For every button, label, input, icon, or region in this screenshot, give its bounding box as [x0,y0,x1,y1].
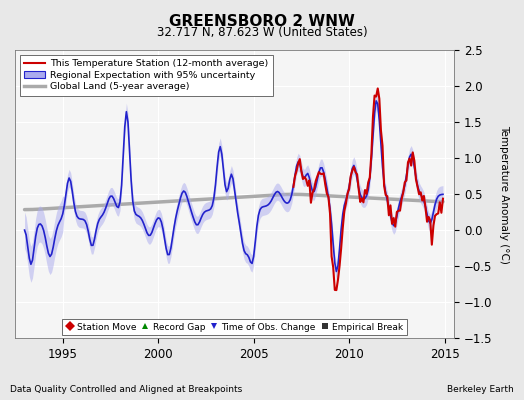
Y-axis label: Temperature Anomaly (°C): Temperature Anomaly (°C) [499,125,509,264]
Text: Berkeley Earth: Berkeley Earth [447,385,514,394]
Legend: Station Move, Record Gap, Time of Obs. Change, Empirical Break: Station Move, Record Gap, Time of Obs. C… [62,319,407,335]
Text: 32.717 N, 87.623 W (United States): 32.717 N, 87.623 W (United States) [157,26,367,39]
Text: GREENSBORO 2 WNW: GREENSBORO 2 WNW [169,14,355,29]
Text: Data Quality Controlled and Aligned at Breakpoints: Data Quality Controlled and Aligned at B… [10,385,243,394]
